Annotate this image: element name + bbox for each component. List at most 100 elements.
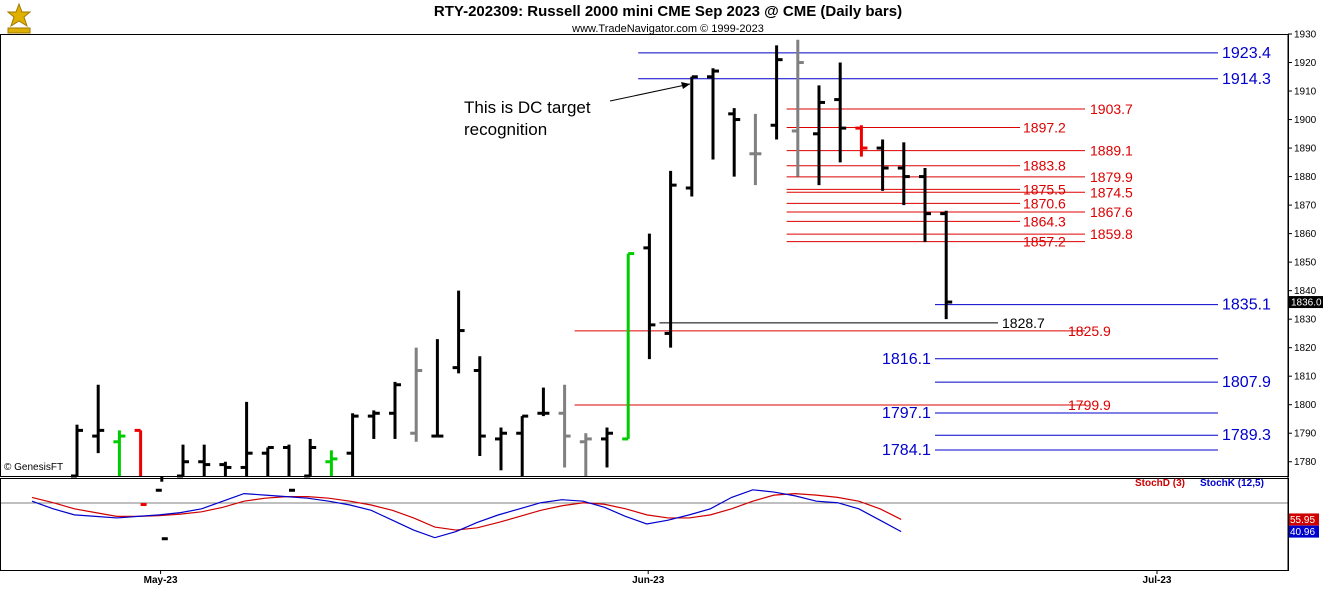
target-label: 1870.6 <box>1023 195 1066 211</box>
ohlc-bar <box>240 401 253 476</box>
ohlc-bar <box>452 290 465 374</box>
ohlc-bar <box>389 381 401 439</box>
genesis-logo-icon <box>6 2 32 34</box>
price-tick-label: 1900 <box>1294 115 1317 126</box>
target-label: 1835.1 <box>1222 297 1271 314</box>
ohlc-bar <box>940 210 953 320</box>
ohlc-bar <box>791 39 804 177</box>
ohlc-bar <box>855 125 868 157</box>
last-price-tag <box>1289 296 1323 309</box>
price-bars <box>71 39 953 541</box>
time-tick-label: May-23 <box>144 575 178 586</box>
ohlc-bar <box>473 356 486 457</box>
target-label: 1828.7 <box>1002 315 1045 331</box>
ohlc-bar <box>346 413 359 476</box>
target-label: 1867.6 <box>1090 204 1133 220</box>
last-price-label: 1836.0 <box>1291 298 1322 309</box>
price-tick-label: 1880 <box>1294 172 1317 183</box>
ohlc-bar <box>495 427 507 471</box>
price-tick-label: 1850 <box>1294 258 1317 269</box>
ohlc-bar <box>155 476 168 541</box>
copyright-label: © GenesisFT <box>4 462 64 473</box>
ohlc-bar <box>219 461 232 476</box>
ohlc-bar <box>261 445 274 476</box>
target-label: 1807.9 <box>1222 374 1271 391</box>
price-tick-label: 1930 <box>1294 30 1317 41</box>
ohlc-bar <box>71 424 83 478</box>
ohlc-bar <box>813 85 825 186</box>
time-axis: May-23 Jun-23 Jul-23 <box>144 570 1172 586</box>
target-label: 1816.1 <box>882 351 931 368</box>
target-label: 1825.9 <box>1068 323 1111 339</box>
ohlc-bar <box>707 68 719 160</box>
chart-title: RTY-202309: Russell 2000 mini CME Sep 20… <box>433 3 903 20</box>
ohlc-bar <box>177 444 189 478</box>
price-tick-label: 1830 <box>1294 315 1317 326</box>
price-tick-label: 1790 <box>1294 429 1317 440</box>
target-label: 1875.5 <box>1023 181 1066 197</box>
price-tick-label: 1810 <box>1294 372 1317 383</box>
stochk-value-tag <box>1289 525 1319 538</box>
ohlc-bar <box>304 438 317 478</box>
ohlc-bar <box>601 427 613 468</box>
annotation-arrow <box>609 82 691 102</box>
ohlc-bar <box>664 170 677 348</box>
target-label: 1789.3 <box>1222 427 1271 444</box>
target-label: 1864.3 <box>1023 213 1066 229</box>
stochk-legend: StochK (12,5) <box>1200 478 1264 489</box>
oscillator-panel-border <box>0 478 1289 571</box>
ohlc-bar <box>283 444 295 492</box>
ohlc-bar <box>728 108 741 177</box>
ohlc-bar <box>431 339 444 438</box>
target-label: 1903.7 <box>1090 101 1133 117</box>
time-tick-label: Jun-23 <box>632 575 665 586</box>
ohlc-bar <box>92 384 105 454</box>
ohlc-bar <box>897 142 910 206</box>
ohlc-bar <box>410 347 423 442</box>
target-label: 1897.2 <box>1023 120 1066 136</box>
chart-subtitle: www.TradeNavigator.com © 1999-2023 <box>572 23 764 35</box>
chart-header: RTY-202309: Russell 2000 mini CME Sep 20… <box>0 0 1336 40</box>
price-axis: 1780 1790 1800 1810 1820 1830 1840 1850 1860 1870… <box>1288 30 1323 468</box>
ohlc-bar <box>579 433 592 476</box>
stochk-line <box>31 489 902 539</box>
ohlc-bar <box>367 410 380 439</box>
price-tick-label: 1910 <box>1294 87 1317 98</box>
ohlc-bar <box>325 450 338 476</box>
stochd-line <box>31 492 902 531</box>
ohlc-bar <box>622 252 635 441</box>
ohlc-bar <box>770 45 783 140</box>
ohlc-bar <box>134 428 147 507</box>
ohlc-bar <box>749 113 762 186</box>
ohlc-bar <box>643 233 656 360</box>
price-tick-label: 1780 <box>1294 457 1317 468</box>
time-tick-label: Jul-23 <box>1143 575 1172 586</box>
price-tick-label: 1840 <box>1294 286 1317 297</box>
price-tick-label: 1820 <box>1294 343 1317 354</box>
target-label: 1879.9 <box>1090 169 1133 185</box>
target-label: 1923.4 <box>1222 45 1271 62</box>
ohlc-bar <box>113 430 126 476</box>
target-label: 1874.5 <box>1090 184 1133 200</box>
target-label: 1857.2 <box>1023 234 1066 250</box>
ohlc-bar <box>537 387 550 417</box>
ohlc-bar <box>558 384 571 468</box>
target-label: 1784.1 <box>882 442 931 459</box>
stochd-value: 55.95 <box>1290 515 1315 526</box>
price-tick-label: 1870 <box>1294 201 1317 212</box>
target-label: 1797.1 <box>882 405 931 422</box>
ohlc-bar <box>198 444 211 476</box>
ohlc-bar <box>516 414 529 476</box>
target-label: 1889.1 <box>1090 143 1133 159</box>
ohlc-bar <box>919 168 931 243</box>
price-tick-label: 1920 <box>1294 58 1317 69</box>
chart-frame <box>0 34 1289 571</box>
target-label: 1799.9 <box>1068 397 1111 413</box>
ohlc-bar <box>685 75 698 197</box>
price-tick-label: 1860 <box>1294 229 1317 240</box>
price-tick-label: 1800 <box>1294 400 1317 411</box>
ohlc-bar <box>876 139 889 191</box>
target-label: 1859.8 <box>1090 226 1133 242</box>
